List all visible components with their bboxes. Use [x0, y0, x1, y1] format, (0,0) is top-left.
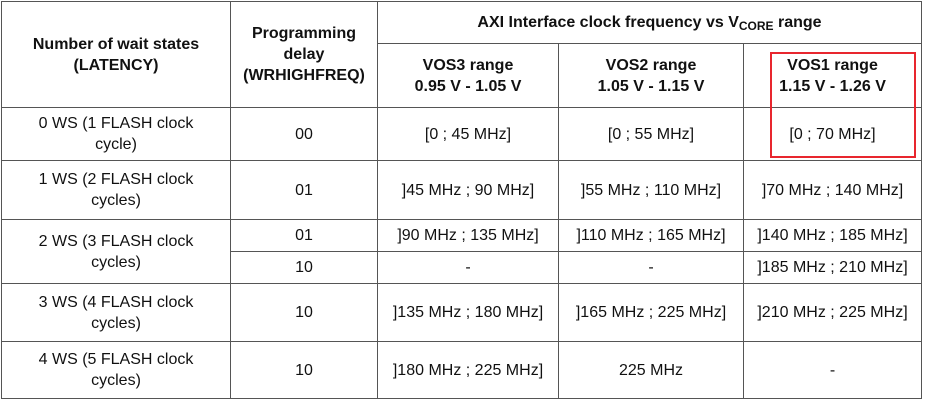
vos2-cell: ]55 MHz ; 110 MHz]: [558, 160, 744, 220]
ws-cell: 2 WS (3 FLASH clock cycles): [1, 219, 231, 284]
ws-cell: 4 WS (5 FLASH clock cycles): [1, 341, 231, 399]
table-row: 0 WS (1 FLASH clock cycle) 00 [0 ; 45 MH…: [1, 107, 922, 161]
header-vos2: VOS2 range 1.05 V - 1.15 V: [558, 43, 744, 108]
table-row: 10 - - ]185 MHz ; 210 MHz]: [2, 251, 922, 284]
vos2-cell: ]165 MHz ; 225 MHz]: [558, 283, 744, 342]
delay-cell: 01: [230, 219, 378, 252]
vos1-cell: ]210 MHz ; 225 MHz]: [743, 283, 922, 342]
ws-cell: 1 WS (2 FLASH clock cycles): [1, 160, 231, 220]
delay-cell: 01: [230, 160, 378, 220]
vos3-cell: ]135 MHz ; 180 MHz]: [377, 283, 559, 342]
vos2-cell: -: [558, 251, 744, 284]
vos2-cell: ]110 MHz ; 165 MHz]: [558, 219, 744, 252]
vos3-cell: -: [377, 251, 559, 284]
vos1-cell: -: [743, 341, 922, 399]
header-axi-frequency: AXI Interface clock frequency vs VCORE r…: [377, 1, 922, 44]
vos3-cell: ]90 MHz ; 135 MHz]: [377, 219, 559, 252]
ws-cell: 0 WS (1 FLASH clock cycle): [1, 107, 231, 161]
table-row: 3 WS (4 FLASH clock cycles) 10 ]135 MHz …: [1, 283, 922, 342]
header-programming-delay: Programming delay (WRHIGHFREQ): [230, 1, 378, 108]
table-row: 2 WS (3 FLASH clock cycles) 01 ]90 MHz ;…: [1, 219, 922, 284]
header-vos1: VOS1 range 1.15 V - 1.26 V: [743, 43, 922, 108]
vos1-cell: ]185 MHz ; 210 MHz]: [743, 251, 922, 284]
vos1-cell: ]70 MHz ; 140 MHz]: [743, 160, 922, 220]
delay-cell: 10: [230, 283, 378, 342]
vos3-cell: ]45 MHz ; 90 MHz]: [377, 160, 559, 220]
ws-cell: 3 WS (4 FLASH clock cycles): [1, 283, 231, 342]
delay-cell: 10: [230, 251, 378, 284]
vos1-cell: [0 ; 70 MHz]: [743, 107, 922, 161]
header-latency: Number of wait states (LATENCY): [1, 1, 231, 108]
vos2-cell: 225 MHz: [558, 341, 744, 399]
vos1-cell: ]140 MHz ; 185 MHz]: [743, 219, 922, 252]
delay-cell: 00: [230, 107, 378, 161]
vos3-cell: [0 ; 45 MHz]: [377, 107, 559, 161]
table-row: 1 WS (2 FLASH clock cycles) 01 ]45 MHz ;…: [1, 160, 922, 220]
table-row: 4 WS (5 FLASH clock cycles) 10 ]180 MHz …: [1, 341, 922, 399]
vos2-cell: [0 ; 55 MHz]: [558, 107, 744, 161]
header-vos3: VOS3 range 0.95 V - 1.05 V: [377, 43, 559, 108]
delay-cell: 10: [230, 341, 378, 399]
vos3-cell: ]180 MHz ; 225 MHz]: [377, 341, 559, 399]
wait-states-table: Number of wait states (LATENCY) Programm…: [1, 1, 922, 399]
